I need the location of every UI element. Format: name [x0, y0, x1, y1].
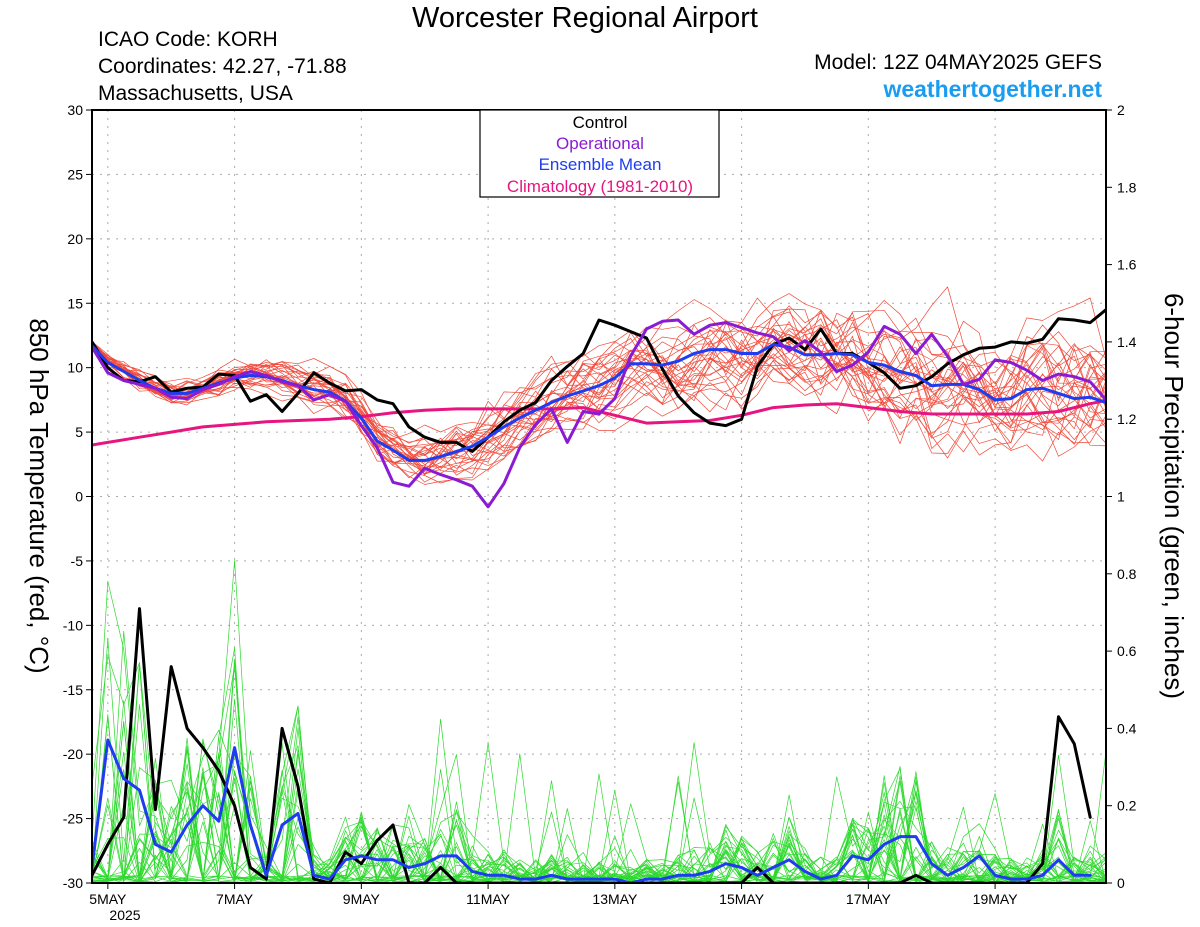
left-tick-label: 15 [67, 295, 83, 311]
precip-member-line [92, 742, 1106, 883]
right-tick-label: 0.6 [1117, 643, 1137, 659]
right-tick-label: 0.4 [1117, 720, 1137, 736]
x-tick-label: 5MAY [89, 891, 127, 907]
x-tick-label: 9MAY [343, 891, 381, 907]
temp-member-line [92, 310, 1106, 446]
legend-operational: Operational [556, 134, 644, 153]
x-tick-label: 17MAY [846, 891, 892, 907]
left-tick-label: -15 [63, 682, 83, 698]
legend-climatology: Climatology (1981-2010) [507, 177, 693, 196]
right-tick-label: 1.6 [1117, 257, 1137, 273]
main-series [92, 308, 1106, 883]
x-tick-label: 11MAY [466, 891, 510, 907]
temp-member-line [92, 316, 1106, 455]
x-tick-label: 7MAY [216, 891, 254, 907]
left-tick-label: 0 [75, 489, 83, 505]
temp-member-line [92, 340, 1106, 484]
icao-code: ICAO Code: KORH [98, 28, 278, 51]
precip-member-line [92, 655, 1106, 883]
model-run: Model: 12Z 04MAY2025 GEFS [814, 51, 1102, 74]
axes: -30 -25 -20 -15 -10 -5 0 5 10 15 20 25 30 0 0.2 0.4 0.6 0… [63, 102, 1137, 907]
x-tick-label: 13MAY [592, 891, 638, 907]
temp-member-line [92, 321, 1106, 485]
right-axis-label-group: 6-hour Precipitation (green, inches) [1159, 293, 1189, 699]
temp-member-line [92, 333, 1106, 468]
left-tick-label: 10 [67, 360, 83, 376]
right-tick-label: 0.8 [1117, 566, 1137, 582]
control-precip-line [92, 607, 1092, 883]
left-tick-label: -10 [63, 617, 83, 633]
right-tick-label: 0.2 [1117, 798, 1137, 814]
left-tick-label: -5 [71, 553, 84, 569]
temp-member-line [92, 293, 1106, 476]
control-temp-line [92, 308, 1106, 453]
legend-control: Control [573, 113, 628, 132]
mean-temp-line [92, 343, 1106, 462]
temp-member-line [92, 340, 1106, 468]
chart-title: Worcester Regional Airport [411, 2, 758, 34]
climatology-line [92, 398, 1106, 447]
legend: Control Operational Ensemble Mean Climat… [479, 109, 720, 198]
region: Massachusetts, USA [98, 82, 293, 105]
right-tick-label: 0 [1117, 875, 1125, 891]
precip-member-line [92, 560, 1106, 883]
left-axis-label: 850 hPa Temperature (red, °C) [24, 318, 54, 673]
site-link[interactable]: weathertogether.net [883, 76, 1102, 102]
temp-member-line [92, 329, 1106, 470]
legend-ensemble-mean: Ensemble Mean [539, 155, 662, 174]
grid-lines [92, 110, 1106, 883]
temp-member-line [92, 340, 1106, 476]
temp-member-line [92, 344, 1106, 475]
x-tick-label: 19MAY [973, 891, 1019, 907]
left-axis-label-group: 850 hPa Temperature (red, °C) [24, 318, 54, 673]
left-tick-label: 20 [67, 231, 83, 247]
temp-member-line [92, 305, 1106, 459]
right-tick-label: 1.2 [1117, 411, 1137, 427]
legend-box [479, 109, 720, 198]
left-tick-label: -30 [63, 875, 83, 891]
x-year-label: 2025 [109, 907, 140, 923]
right-tick-label: 1.8 [1117, 179, 1137, 195]
coordinates: Coordinates: 42.27, -71.88 [98, 55, 347, 78]
left-tick-label: 25 [67, 166, 83, 182]
left-tick-label: 30 [67, 102, 83, 118]
left-tick-label: -25 [63, 811, 83, 827]
left-tick-label: 5 [75, 424, 83, 440]
x-tick-label: 15MAY [719, 891, 765, 907]
mean-precip-line [92, 738, 1092, 883]
right-tick-label: 1 [1117, 489, 1125, 505]
temp-member-line [92, 324, 1106, 447]
right-tick-label: 1.4 [1117, 334, 1137, 350]
precip-member-line [92, 705, 1106, 883]
right-axis-label: 6-hour Precipitation (green, inches) [1159, 293, 1189, 699]
operational-temp-line [92, 318, 1106, 509]
precip-member-line [92, 751, 1106, 883]
precip-member-line [92, 637, 1106, 883]
left-tick-label: -20 [63, 746, 83, 762]
right-tick-label: 2 [1117, 102, 1125, 118]
